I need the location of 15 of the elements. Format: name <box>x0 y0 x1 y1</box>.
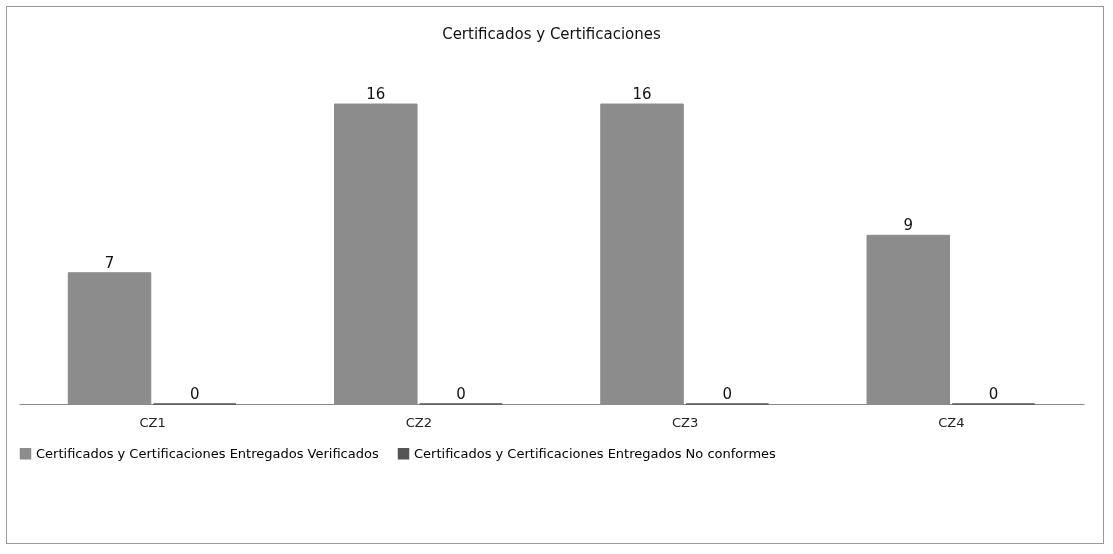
data-label: 0 <box>988 385 999 403</box>
x-tick-label: CZ2 <box>405 414 433 430</box>
x-tick-label: CZ3 <box>671 414 699 430</box>
data-label: 16 <box>366 85 386 103</box>
x-tick-label: CZ1 <box>139 414 166 430</box>
chart-title: Certificados y Certificaciones <box>442 25 662 43</box>
data-label: 7 <box>104 253 115 272</box>
legend-label: Certificados y Certificaciones Entregados No conformes <box>414 445 777 461</box>
data-label: 16 <box>632 85 652 103</box>
data-label: 9 <box>903 216 914 235</box>
data-label: 0 <box>456 385 466 403</box>
legend-label: Certificados y Certificaciones Entregados Verificados <box>36 445 379 461</box>
data-label: 0 <box>189 385 200 403</box>
x-tick-label: CZ4 <box>938 414 965 430</box>
data-label: 0 <box>722 385 732 403</box>
